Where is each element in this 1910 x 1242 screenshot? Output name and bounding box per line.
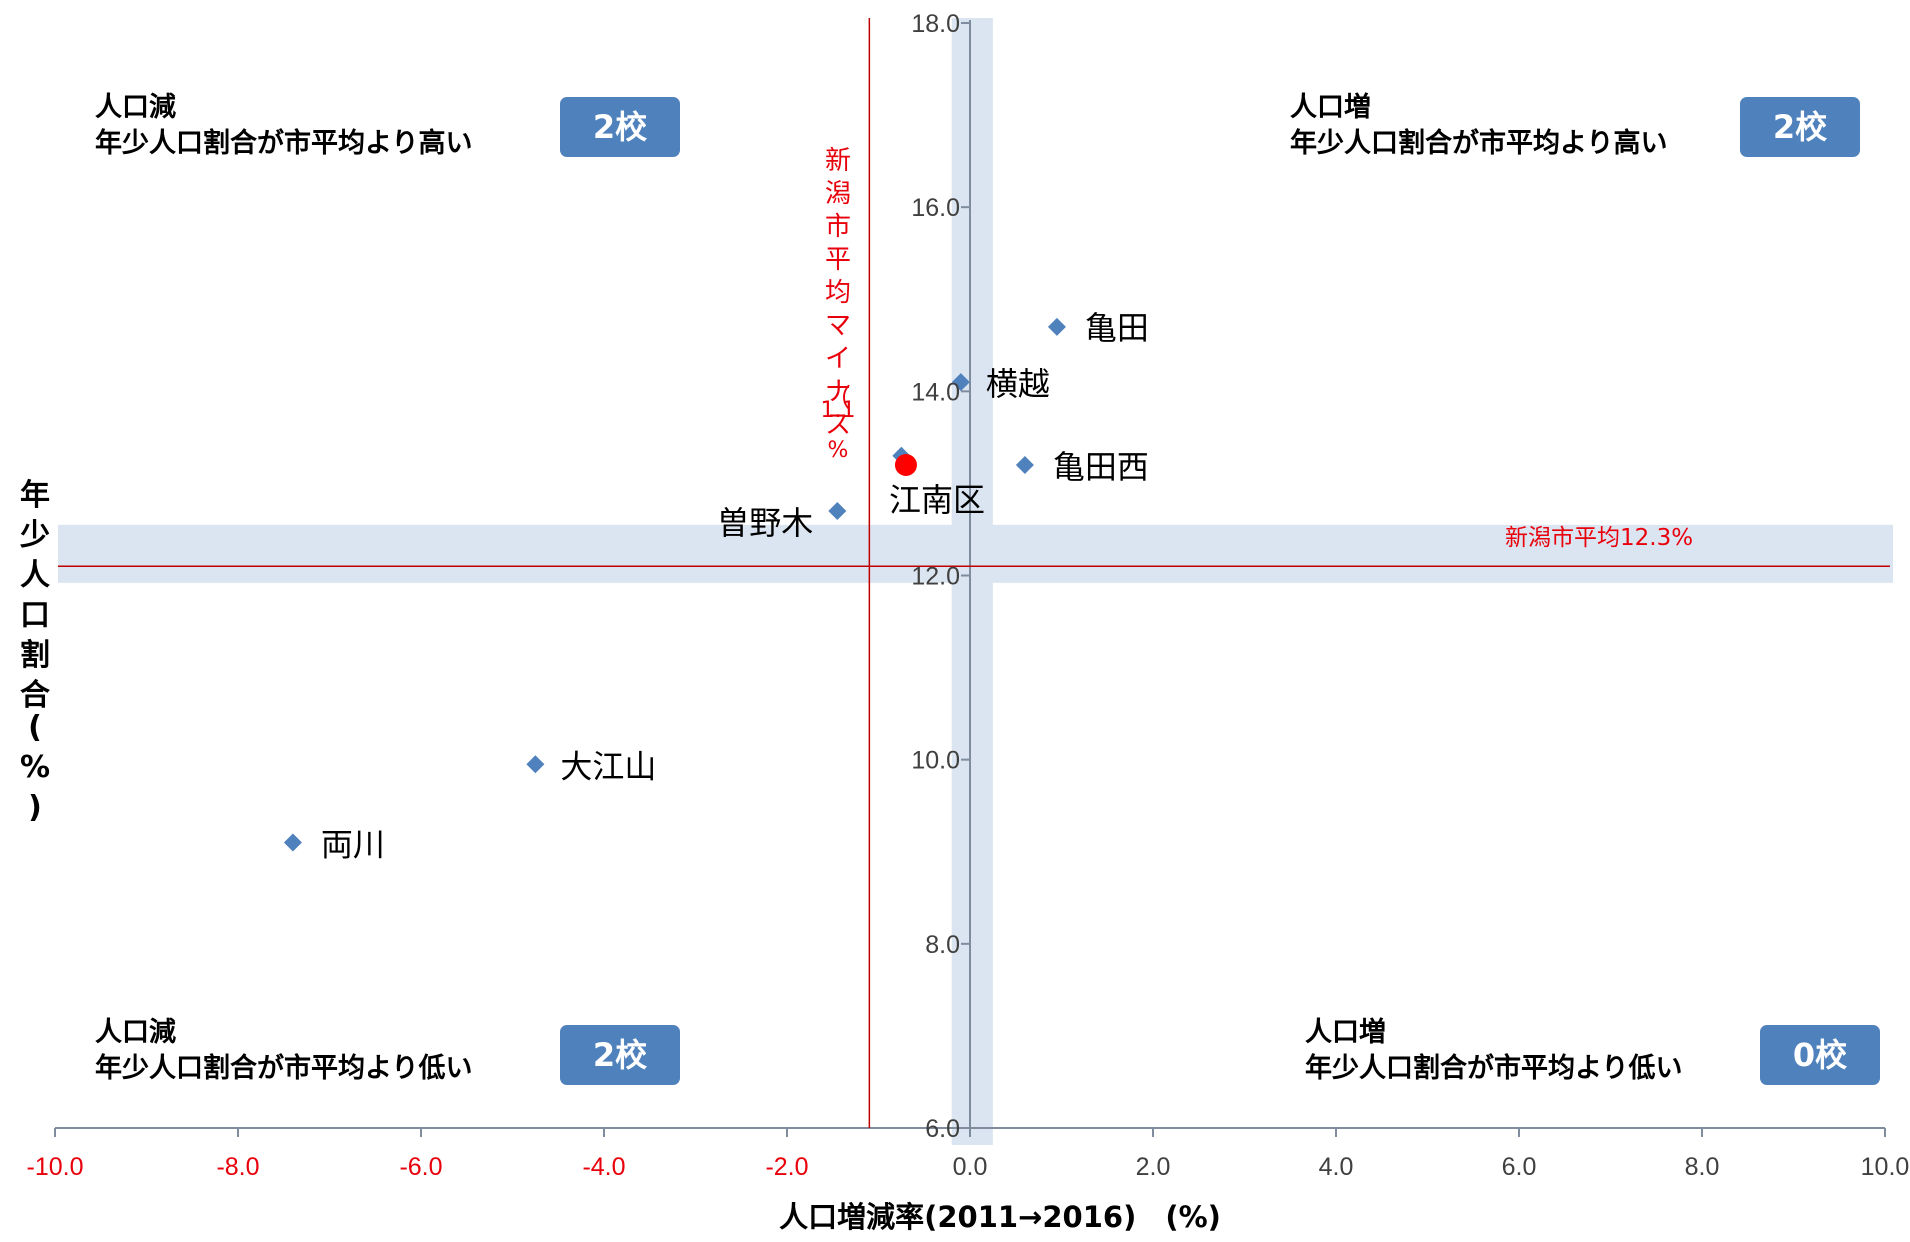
x-tick-label: -6.0 xyxy=(399,1153,442,1181)
point-label: 亀田西 xyxy=(1053,448,1149,486)
y-axis-label-char: 合 xyxy=(20,678,50,713)
city-average-label: 新潟市平均12.3% xyxy=(1505,525,1693,551)
y-axis-label-char: 割 xyxy=(20,638,50,673)
y-tick-label: 12.0 xyxy=(911,563,960,591)
quadrant-top-right-text: 人口増 年少人口割合が市平均より高い xyxy=(1290,90,1667,162)
y-tick-label: 18.0 xyxy=(911,10,960,38)
point-label: 大江山 xyxy=(560,747,656,785)
axes xyxy=(54,20,1886,1137)
x-tick-label: 0.0 xyxy=(953,1153,988,1181)
quadrant-bottom-left-text: 人口減 年少人口割合が市平均より低い xyxy=(95,1015,472,1087)
vertical-note-char: 潟 xyxy=(824,179,851,209)
x-axis-label: 人口増減率(2011→2016) (%) xyxy=(779,1200,1221,1234)
vertical-note-char: % xyxy=(827,438,849,463)
vertical-note-char: 新 xyxy=(824,146,851,176)
vertical-note-char: ス xyxy=(824,410,851,440)
x-tick-label: -4.0 xyxy=(582,1153,625,1181)
vertical-note-char: 市 xyxy=(824,212,851,242)
quadrant-desc: 年少人口割合が市平均より高い xyxy=(95,128,473,159)
quadrant-desc: 年少人口割合が市平均より高い xyxy=(1290,128,1668,159)
horizontal-band xyxy=(58,524,1893,583)
vertical-note-char: ナ xyxy=(824,377,851,407)
data-point xyxy=(1015,456,1034,474)
x-tick-label: -8.0 xyxy=(216,1153,259,1181)
quadrant-top-left-text: 人口減 年少人口割合が市平均より高い xyxy=(95,90,472,162)
x-tick-label: 4.0 xyxy=(1319,1153,1354,1181)
vertical-note-char: 均 xyxy=(824,278,851,308)
x-tick-label: 6.0 xyxy=(1502,1153,1537,1181)
y-tick-label: 6.0 xyxy=(925,1115,960,1143)
point-label: 両川 xyxy=(321,826,385,864)
count-badge: 2校 xyxy=(1740,97,1860,157)
vertical-note-char: 平 xyxy=(824,245,851,275)
point-label: 曽野木 xyxy=(717,504,813,542)
quadrant-title: 人口増 xyxy=(1305,1017,1386,1048)
y-tick-label: 16.0 xyxy=(911,194,960,222)
y-axis-label-char: % xyxy=(19,750,51,785)
y-tick-label: 14.0 xyxy=(911,378,960,406)
vertical-note-char: （ xyxy=(824,384,851,414)
average-bands xyxy=(58,18,1893,1145)
x-tick-label: -10.0 xyxy=(27,1153,84,1181)
x-tick-label: 10.0 xyxy=(1861,1153,1910,1181)
count-badge: 2校 xyxy=(560,97,680,157)
data-point xyxy=(526,755,545,774)
y-axis-label-char: ) xyxy=(28,790,42,825)
vertical-note-char: 1.1 xyxy=(820,398,856,423)
quadrant-desc: 年少人口割合が市平均より低い xyxy=(1305,1053,1683,1084)
x-tick-label: 8.0 xyxy=(1685,1153,1720,1181)
y-axis-label-char: 年 xyxy=(20,478,50,513)
y-axis-label-char: 口 xyxy=(20,598,50,633)
data-point xyxy=(951,373,970,392)
y-axis-label-char: 少 xyxy=(20,518,50,553)
y-tick-label: 8.0 xyxy=(925,931,960,959)
quadrant-title: 人口増 xyxy=(1290,92,1371,123)
quadrant-desc: 年少人口割合が市平均より低い xyxy=(95,1053,473,1084)
point-label: 横越 xyxy=(986,365,1050,403)
y-axis-label-char: ( xyxy=(28,710,42,745)
highlight-point xyxy=(894,454,917,476)
y-axis-label-char: 人 xyxy=(20,558,50,593)
x-tick-label: 2.0 xyxy=(1136,1153,1171,1181)
data-point xyxy=(283,833,302,852)
quadrant-title: 人口減 xyxy=(95,1017,176,1048)
data-point xyxy=(1047,317,1066,336)
y-tick-label: 10.0 xyxy=(911,747,960,775)
quadrant-title: 人口減 xyxy=(95,92,176,123)
reference-lines xyxy=(58,18,1890,1128)
quadrant-bottom-right-text: 人口増 年少人口割合が市平均より低い xyxy=(1305,1015,1682,1087)
x-tick-label: -2.0 xyxy=(765,1153,808,1181)
data-point xyxy=(828,502,847,521)
vertical-note-char: イ xyxy=(824,344,851,374)
tick-labels: -10.0 -8.0 -6.0 -4.0 -2.0 0.0 2.0 4.0 6.0 8.0 10.0… xyxy=(27,10,1910,1181)
vertical-note-char: マ xyxy=(824,311,851,341)
count-badge: 2校 xyxy=(560,1025,680,1085)
highlight-point-label: 江南区 xyxy=(889,481,985,519)
point-label: 亀田 xyxy=(1085,309,1149,347)
count-badge: 0校 xyxy=(1760,1025,1880,1085)
